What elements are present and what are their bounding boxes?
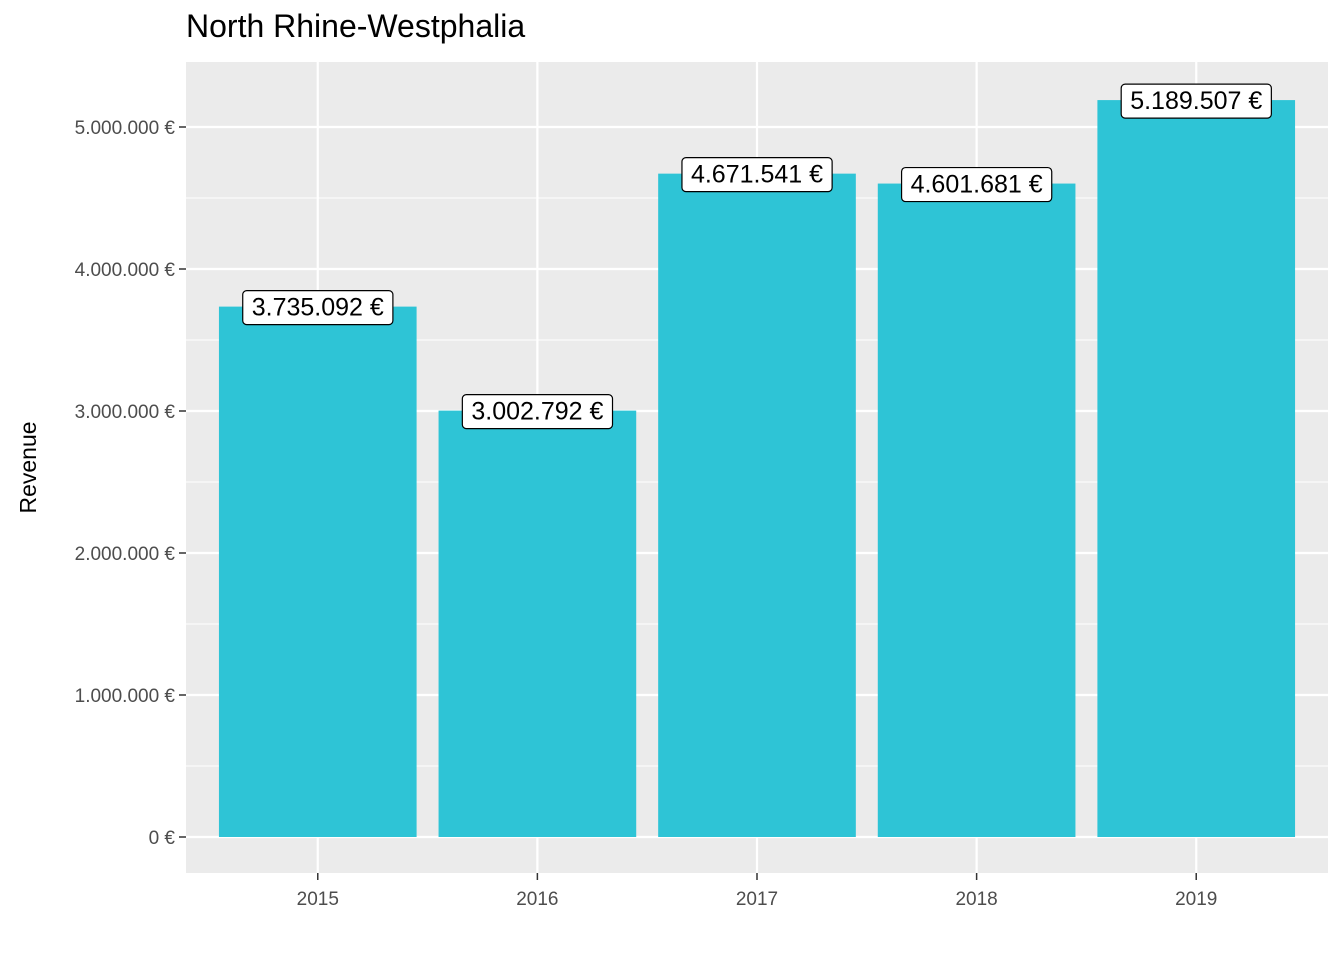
bar-2018 [877, 183, 1076, 838]
data-label-box [900, 166, 1053, 203]
bar-2015 [218, 306, 417, 837]
data-label-text: 3.002.792 € [471, 398, 603, 426]
y-axis-title: Revenue [15, 421, 41, 513]
x-tick-label: 2016 [516, 889, 558, 910]
y-tick-label: 0 € [149, 828, 176, 849]
y-tick-label: 1.000.000 € [75, 686, 176, 707]
data-label-box [681, 157, 833, 193]
y-tick-label: 2.000.000 € [75, 544, 176, 565]
x-tick-label: 2017 [736, 889, 778, 910]
bar-2017 [658, 173, 856, 837]
data-label-2015: 3.735.092 € [242, 290, 394, 326]
data-label-2018: 4.601.681 € [900, 166, 1053, 203]
data-label-2016: 3.002.792 € [461, 394, 614, 430]
x-tick-label: 2018 [955, 889, 997, 910]
y-tick-label: 3.000.000 € [75, 402, 176, 423]
data-label-text: 4.671.541 € [691, 161, 823, 189]
data-label-text: 3.735.092 € [252, 294, 384, 322]
bar-2016 [438, 410, 637, 837]
data-label-box [1120, 83, 1272, 119]
data-label-box [242, 290, 394, 326]
x-axis: 2015 2016 2017 2018 2019 [297, 873, 1217, 910]
y-tick-label: 4.000.000 € [75, 260, 176, 281]
bar-2019 [1097, 100, 1296, 837]
y-axis: 0 € 1.000.000 € 2.000.000 € 3.000.000 € 4.00… [75, 118, 186, 849]
data-labels: 3.735.092 € 3.002.792 € 4.671.541 € 4.601.6… [242, 83, 1272, 430]
x-tick-label: 2019 [1175, 889, 1217, 910]
data-label-2019: 5.189.507 € [1120, 83, 1272, 119]
data-label-text: 5.189.507 € [1130, 87, 1262, 115]
y-tick-label: 5.000.000 € [75, 118, 176, 139]
data-label-text: 4.601.681 € [911, 171, 1043, 199]
bars [218, 100, 1296, 838]
x-tick-label: 2015 [297, 889, 339, 910]
chart-title: North Rhine-Westphalia [186, 8, 526, 44]
data-label-2017: 4.671.541 € [681, 157, 833, 193]
data-label-box [461, 394, 614, 430]
